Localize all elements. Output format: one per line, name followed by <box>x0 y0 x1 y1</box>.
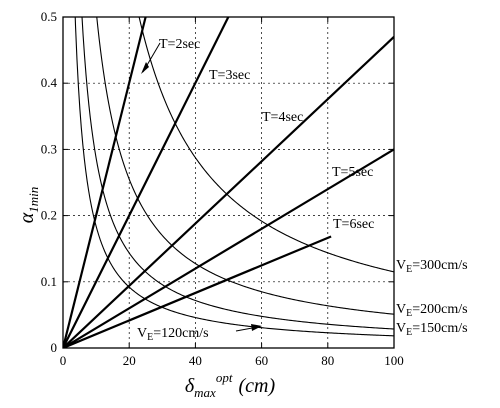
annotations: T=2sec T=3sec T=4sec T=5sec T=6sec VE=300cm/s… <box>137 37 468 343</box>
ve-curve <box>96 17 394 315</box>
y-tick-label: 0.1 <box>41 274 57 289</box>
t-line-label: T=2sec <box>159 37 200 52</box>
t-line-label: T=6sec <box>333 217 374 232</box>
y-axis-label: α1min <box>16 187 41 224</box>
t-line-label: T=4sec <box>262 110 303 125</box>
y-tick-label: 0 <box>51 340 58 355</box>
ve-curves <box>74 17 394 337</box>
ve-curve <box>138 17 394 273</box>
t-line <box>63 235 332 348</box>
plot-frame <box>62 16 395 349</box>
y-tick-label: 0.2 <box>41 208 57 223</box>
x-tick-label: 20 <box>123 353 136 368</box>
arrow-head <box>251 324 262 331</box>
t-lines <box>63 17 394 348</box>
y-tick-label: 0.3 <box>41 141 57 156</box>
ve-curve-label: VE=300cm/s <box>396 258 468 275</box>
ticks: 0 20 40 60 80 100 0 0.1 0.2 0.3 0.4 0.5 <box>41 9 404 368</box>
ve-curve-label: VE=150cm/s <box>396 321 468 338</box>
t-line-label: T=3sec <box>209 68 250 83</box>
t-line <box>63 36 394 348</box>
grid <box>63 17 394 348</box>
ve-curve <box>74 17 394 337</box>
t-line <box>63 17 147 348</box>
arrow-head <box>141 62 149 74</box>
y-tick-label: 0.5 <box>41 9 57 24</box>
x-tick-label: 100 <box>384 353 404 368</box>
t-line <box>63 148 394 348</box>
t-line-label: T=5sec <box>332 165 373 180</box>
x-tick-label: 40 <box>189 353 202 368</box>
x-tick-label: 0 <box>60 353 67 368</box>
ve-curve-label: VE=120cm/s <box>137 326 209 343</box>
x-tick-label: 80 <box>321 353 334 368</box>
ve-curve-label: VE=200cm/s <box>396 302 468 319</box>
plot-area <box>63 17 394 348</box>
x-tick-label: 60 <box>255 353 268 368</box>
y-tick-label: 0.4 <box>41 75 58 90</box>
x-axis-label: δmaxopt (cm) <box>185 370 276 400</box>
ve-curve <box>81 17 394 330</box>
t-line <box>63 17 230 348</box>
